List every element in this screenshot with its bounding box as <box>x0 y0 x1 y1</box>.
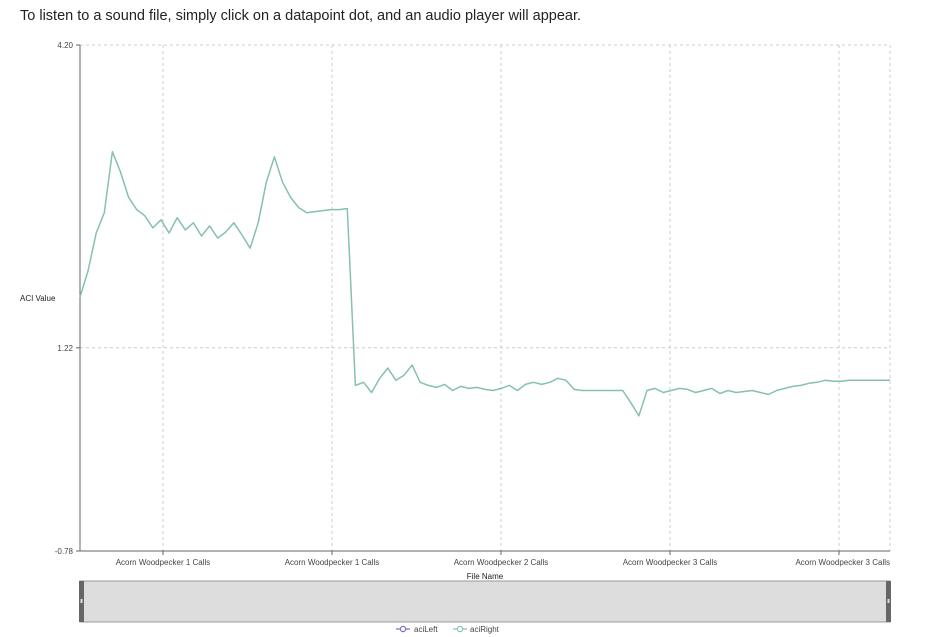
legend-dot-aciLeft <box>399 625 407 633</box>
x-tick-label: Acorn Woodpecker 3 Calls <box>795 558 890 567</box>
grid-layer <box>80 44 891 552</box>
x-tick-label: Acorn Woodpecker 1 Calls <box>116 558 211 567</box>
legend-label-aciLeft: aciLeft <box>414 625 438 634</box>
x-tick-label: Acorn Woodpecker 3 Calls <box>623 558 718 567</box>
y-tick-label: 1.22 <box>57 344 73 353</box>
x-axis-label: File Name <box>467 572 504 581</box>
x-tick-label: Acorn Woodpecker 1 Calls <box>285 558 380 567</box>
instruction-text: To listen to a sound file, simply click … <box>20 8 582 24</box>
x-tick-label: Acorn Woodpecker 2 Calls <box>454 558 549 567</box>
legend-label-aciRight: aciRight <box>470 625 500 634</box>
range-brush[interactable] <box>79 580 891 623</box>
brush-grip-right <box>887 599 890 603</box>
axes-layer: 4.20 1.22 -0.78 Acorn Woodpecker 1 Calls Aco… <box>55 41 890 567</box>
brush-selection[interactable] <box>79 580 891 623</box>
legend: aciLeft aciRight <box>396 625 500 634</box>
brush-grip-left <box>80 599 83 603</box>
legend-item-aciRight[interactable]: aciRight <box>453 625 500 634</box>
y-tick-label: -0.78 <box>55 547 74 556</box>
legend-item-aciLeft[interactable]: aciLeft <box>396 625 438 634</box>
y-axis-label: ACI Value <box>20 294 56 303</box>
y-tick-label: 4.20 <box>57 41 73 50</box>
series-line-aciRight[interactable] <box>79 150 890 417</box>
legend-dot-aciRight <box>456 625 464 633</box>
series-layer[interactable] <box>79 150 890 417</box>
